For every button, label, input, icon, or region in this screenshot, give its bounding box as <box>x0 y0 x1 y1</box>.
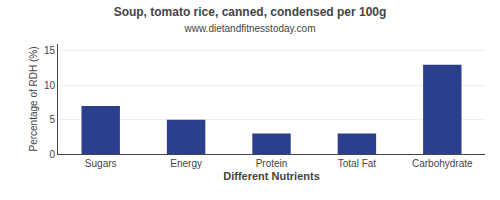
svg-text:Percentage of RDH (%): Percentage of RDH (%) <box>28 46 39 151</box>
svg-text:Sugars: Sugars <box>85 158 117 169</box>
svg-text:Total Fat: Total Fat <box>338 158 377 169</box>
svg-text:5: 5 <box>49 114 55 125</box>
svg-text:Carbohydrate: Carbohydrate <box>412 158 473 169</box>
svg-text:Energy: Energy <box>170 158 202 169</box>
svg-text:15: 15 <box>44 45 56 56</box>
svg-text:10: 10 <box>44 80 56 91</box>
svg-text:0: 0 <box>49 149 55 160</box>
svg-text:Different Nutrients: Different Nutrients <box>223 170 320 182</box>
svg-text:Soup, tomato rice, canned, con: Soup, tomato rice, canned, condensed per… <box>114 5 387 34</box>
svg-text:Protein: Protein <box>256 158 288 169</box>
